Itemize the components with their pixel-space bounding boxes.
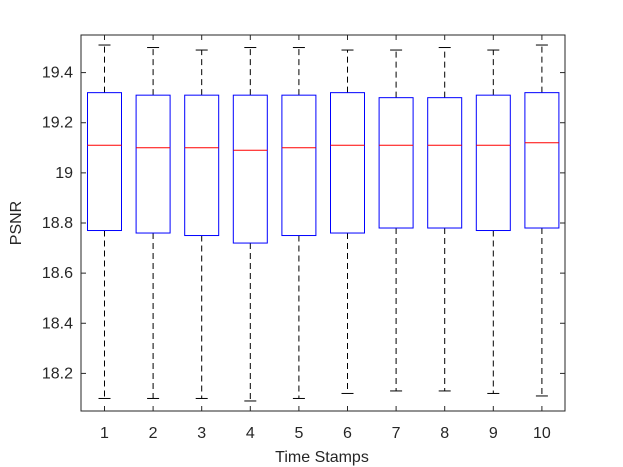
box-item [87,44,122,399]
box-rect [378,97,414,229]
box-rect [232,94,268,244]
box-item [232,47,268,402]
box-item [135,47,171,399]
y-axis-label: PSNR [8,201,25,245]
box-item [378,49,414,392]
x-tick-label: 1 [100,425,109,442]
x-tick-label: 7 [392,425,401,442]
x-axis-label: Time Stamps [275,449,369,466]
y-tick-label: 18.2 [42,365,73,382]
x-tick-label: 8 [440,425,449,442]
box-rect [281,94,317,237]
box-item [524,44,560,397]
box-rect [87,92,122,232]
box-item [330,49,365,394]
plot-area [80,34,566,412]
box-item [184,49,220,399]
y-tick-label: 19.2 [42,115,73,132]
box-rect [135,94,171,234]
x-tick-label: 5 [294,425,303,442]
box-rect [330,92,365,234]
x-tick-label: 3 [197,425,206,442]
y-tick-label: 18.4 [42,315,73,332]
x-tick-label: 2 [149,425,158,442]
box-rect [427,97,463,229]
box-item [475,49,511,394]
box-rect [524,92,560,229]
x-tick-label: 6 [343,425,352,442]
box-rect [475,94,511,232]
box-item [427,47,463,392]
x-tick-label: 10 [533,425,551,442]
y-tick-label: 19.4 [42,65,73,82]
y-tick-label: 19 [55,165,73,182]
box-rect [184,94,220,237]
boxes-group [87,44,560,402]
y-tick-label: 18.8 [42,215,73,232]
x-tick-label: 4 [246,425,255,442]
y-axis: 18.2 18.4 18.6 18.8 19 19.2 19.4 [42,65,565,382]
y-tick-label: 18.6 [42,265,73,282]
x-tick-label: 9 [489,425,498,442]
box-item [281,47,317,399]
x-axis: 1 2 3 4 5 6 7 8 9 10 [100,35,551,442]
